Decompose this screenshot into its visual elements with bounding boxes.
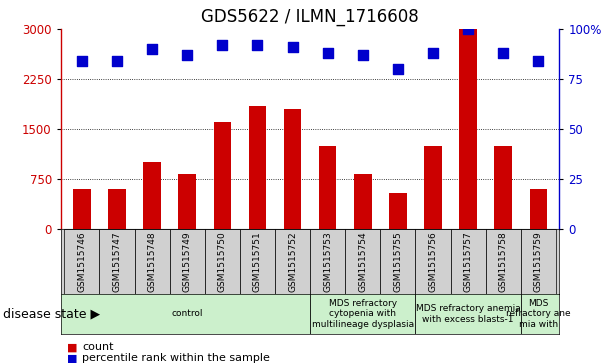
Text: GSM1515756: GSM1515756 [429,231,438,292]
Text: control: control [171,310,203,318]
Point [428,50,438,56]
Bar [108,189,126,229]
Text: GSM1515749: GSM1515749 [182,231,192,292]
Text: ■: ■ [67,353,77,363]
Point [533,58,543,64]
Point [288,44,297,50]
Bar [249,106,266,229]
Point [112,58,122,64]
Bar [451,229,486,294]
Point [323,50,333,56]
Bar [380,229,415,294]
Bar [178,174,196,229]
Bar [415,229,451,294]
Bar [100,229,134,294]
Bar [213,122,231,229]
Text: GSM1515757: GSM1515757 [463,231,472,292]
Bar [240,229,275,294]
Bar [389,193,407,229]
Bar [170,229,205,294]
Bar [284,109,302,229]
Text: MDS refractory
cytopenia with
multilineage dysplasia: MDS refractory cytopenia with multilinea… [312,299,414,329]
Text: GSM1515752: GSM1515752 [288,231,297,292]
Bar [530,189,547,229]
Point [77,58,87,64]
Bar [205,229,240,294]
Text: MDS refractory anemia
with excess blasts-1: MDS refractory anemia with excess blasts… [416,304,520,324]
Text: GSM1515758: GSM1515758 [499,231,508,292]
Point [499,50,508,56]
Point [463,26,473,32]
Text: GSM1515754: GSM1515754 [358,231,367,292]
Point [182,52,192,58]
Bar [64,229,100,294]
Text: GSM1515759: GSM1515759 [534,231,543,292]
Text: GSM1515751: GSM1515751 [253,231,262,292]
Bar [459,29,477,229]
Title: GDS5622 / ILMN_1716608: GDS5622 / ILMN_1716608 [201,8,419,26]
Bar [494,146,512,229]
Bar [486,229,520,294]
Text: ■: ■ [67,342,77,352]
Bar [134,229,170,294]
Point [358,52,368,58]
Bar [310,229,345,294]
Text: GSM1515750: GSM1515750 [218,231,227,292]
Point [393,66,402,72]
Text: GSM1515753: GSM1515753 [323,231,332,292]
Text: MDS
refractory ane
mia with: MDS refractory ane mia with [506,299,570,329]
Text: disease state ▶: disease state ▶ [3,307,100,321]
Bar [143,162,161,229]
Bar [73,189,91,229]
Bar [345,229,380,294]
Bar [354,174,371,229]
Bar [319,146,336,229]
Bar [520,229,556,294]
Text: GSM1515747: GSM1515747 [112,231,122,292]
Point [218,42,227,48]
Text: percentile rank within the sample: percentile rank within the sample [82,353,270,363]
Text: GSM1515755: GSM1515755 [393,231,402,292]
Text: count: count [82,342,114,352]
Point [147,46,157,52]
Point [252,42,262,48]
Text: GSM1515748: GSM1515748 [148,231,157,292]
Bar [424,146,442,229]
Text: GSM1515746: GSM1515746 [77,231,86,292]
Bar [275,229,310,294]
